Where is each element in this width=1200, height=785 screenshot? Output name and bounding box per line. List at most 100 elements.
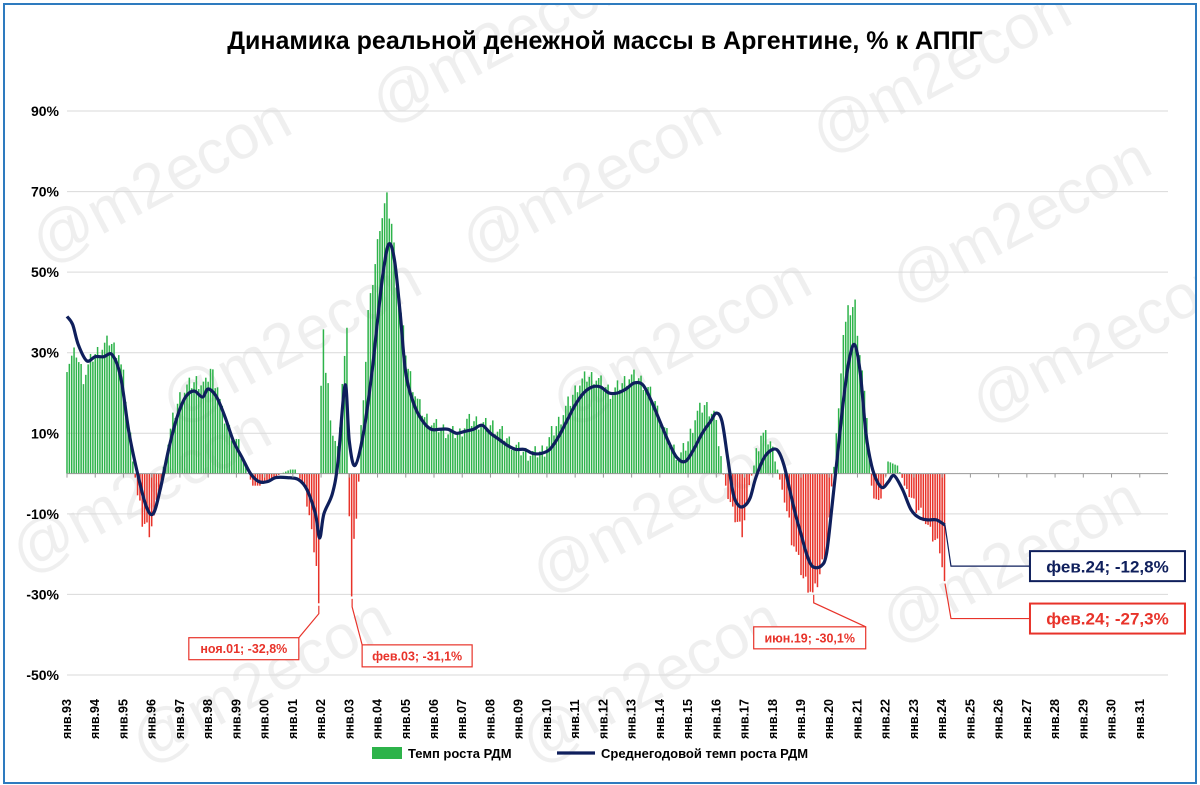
bar	[654, 401, 656, 474]
annotation: фев.03; -31,1%	[351, 598, 473, 668]
x-tick-label: янв.22	[879, 699, 893, 739]
bar	[202, 381, 205, 474]
bar	[442, 424, 445, 474]
legend-bar-label: Темп роста РДМ	[408, 746, 512, 761]
bar	[644, 387, 647, 474]
bar	[216, 387, 219, 474]
bar	[87, 364, 89, 474]
bar	[292, 469, 294, 474]
bar	[125, 401, 127, 474]
bar	[814, 473, 816, 584]
bar	[600, 375, 602, 474]
watermark-layer: @m2econ @m2econ@m2econ @m2econ @m2econ@m2ec…	[5, 5, 1195, 777]
bar	[207, 381, 209, 474]
x-tick-label: янв.11	[568, 699, 582, 738]
bar	[214, 388, 216, 474]
bar	[595, 380, 598, 474]
bar	[724, 473, 727, 486]
bar	[181, 400, 184, 474]
bar	[910, 473, 913, 498]
bar	[623, 376, 626, 474]
x-tick-label: янв.01	[286, 699, 300, 739]
bar	[473, 421, 475, 474]
x-tick-label: янв.97	[173, 699, 187, 739]
bar	[873, 473, 875, 499]
annotation-leader	[944, 583, 1030, 620]
bar	[489, 425, 492, 474]
legend: Темп роста РДМ Среднегодовой темп роста …	[372, 746, 808, 761]
x-tick-label: янв.03	[342, 699, 356, 739]
bar	[673, 444, 675, 474]
bar	[630, 374, 633, 474]
x-tick-label: янв.13	[625, 699, 639, 739]
annotation-leader	[944, 525, 1030, 567]
annotation-label: фев.03; -31,1%	[372, 649, 462, 663]
bar	[529, 455, 532, 474]
bar	[906, 473, 908, 490]
bar	[475, 416, 478, 474]
annotation-box	[361, 644, 473, 668]
bar	[186, 384, 188, 474]
bar	[539, 451, 541, 474]
bar	[647, 387, 649, 474]
bar	[294, 469, 296, 474]
bar	[710, 413, 713, 474]
bar	[722, 473, 725, 475]
bar	[235, 438, 238, 474]
bar	[903, 473, 906, 486]
bar	[433, 422, 435, 474]
watermark-text: @m2econ	[19, 83, 302, 277]
bar	[440, 428, 442, 474]
bar	[532, 451, 534, 474]
bar	[703, 405, 706, 474]
chart-title: Динамика реальной денежной массы в Арген…	[227, 27, 982, 55]
bar	[804, 473, 807, 577]
bar	[877, 473, 880, 501]
bar	[230, 440, 233, 474]
x-tick-label: янв.23	[907, 699, 921, 739]
bar	[739, 473, 741, 522]
bar	[332, 435, 334, 474]
chart-frame: @m2econ @m2econ @m2econ @m2econ @m2econ @m2ec…	[3, 3, 1197, 784]
bar	[607, 384, 609, 474]
bar	[633, 369, 635, 474]
bar	[713, 410, 715, 474]
bar	[376, 239, 379, 474]
bar	[564, 405, 567, 474]
bar	[915, 473, 918, 513]
bar	[494, 434, 496, 474]
x-tick-label: янв.28	[1048, 699, 1062, 739]
bar	[110, 343, 113, 474]
bar	[797, 473, 800, 555]
annotation-box	[753, 626, 867, 650]
bar	[574, 385, 576, 474]
bar	[423, 417, 426, 474]
x-tick-label: янв.09	[512, 699, 526, 739]
bar	[767, 444, 769, 474]
bar	[299, 473, 301, 479]
bar	[894, 464, 896, 474]
bar	[541, 445, 543, 474]
bar	[868, 455, 870, 474]
bar	[666, 428, 668, 474]
bar	[155, 473, 158, 500]
x-tick-label: янв.99	[229, 699, 243, 739]
bar	[816, 473, 819, 588]
bar	[134, 473, 136, 478]
bar	[223, 423, 226, 474]
bar	[468, 413, 471, 474]
bar	[550, 426, 553, 474]
bar	[720, 456, 722, 474]
bar	[120, 364, 122, 474]
y-tick-label: 50%	[31, 264, 60, 280]
bar	[755, 448, 758, 474]
watermark-text: @m2econ	[879, 123, 1162, 317]
x-tick-label: янв.12	[596, 699, 610, 739]
bar	[790, 473, 793, 546]
x-tick-label: янв.24	[935, 699, 949, 739]
x-tick-label: янв.25	[963, 699, 977, 739]
bar	[506, 438, 508, 474]
bar	[153, 473, 155, 516]
bar	[343, 355, 346, 474]
bar	[405, 355, 407, 474]
